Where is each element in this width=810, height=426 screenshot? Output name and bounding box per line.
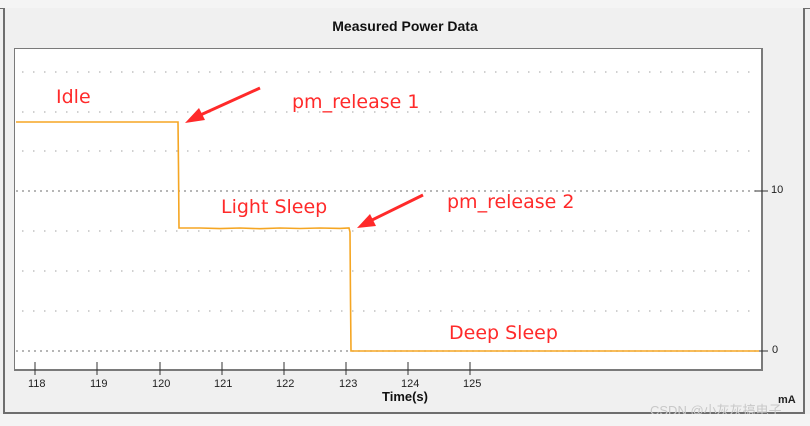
x-tick-label: 120 [152,378,171,390]
annotation-light-sleep: Light Sleep [221,196,328,218]
y-tick-label: 0 [772,344,779,356]
grid-lines [22,71,756,312]
arrow-pm-release-2 [357,193,424,228]
arrow-pm-release-1 [185,86,261,123]
annotation-pm-release-2: pm_release 2 [447,191,575,213]
annotation-idle: Idle [56,86,91,108]
annotation-deep-sleep: Deep Sleep [449,322,558,344]
x-tick-label: 124 [401,378,420,390]
y-tick-label: 10 [771,184,784,196]
x-axis-ticks [34,362,471,375]
y-axis-unit: mA [778,394,796,406]
plot-area [14,48,763,371]
x-tick-label: 121 [214,378,233,390]
power-trace [16,121,759,352]
x-tick-label: 125 [463,378,482,390]
x-tick-label: 122 [276,378,295,390]
x-tick-label: 123 [339,378,358,390]
x-tick-label: 119 [90,378,108,390]
bottom-strip [0,414,810,426]
chart-title: Measured Power Data [332,18,478,34]
annotation-pm-release-1: pm_release 1 [292,91,420,113]
major-grid-lines [16,190,760,352]
y-axis-ticks [755,190,768,352]
x-tick-label: 118 [28,378,46,390]
x-axis-label: Time(s) [382,389,428,404]
